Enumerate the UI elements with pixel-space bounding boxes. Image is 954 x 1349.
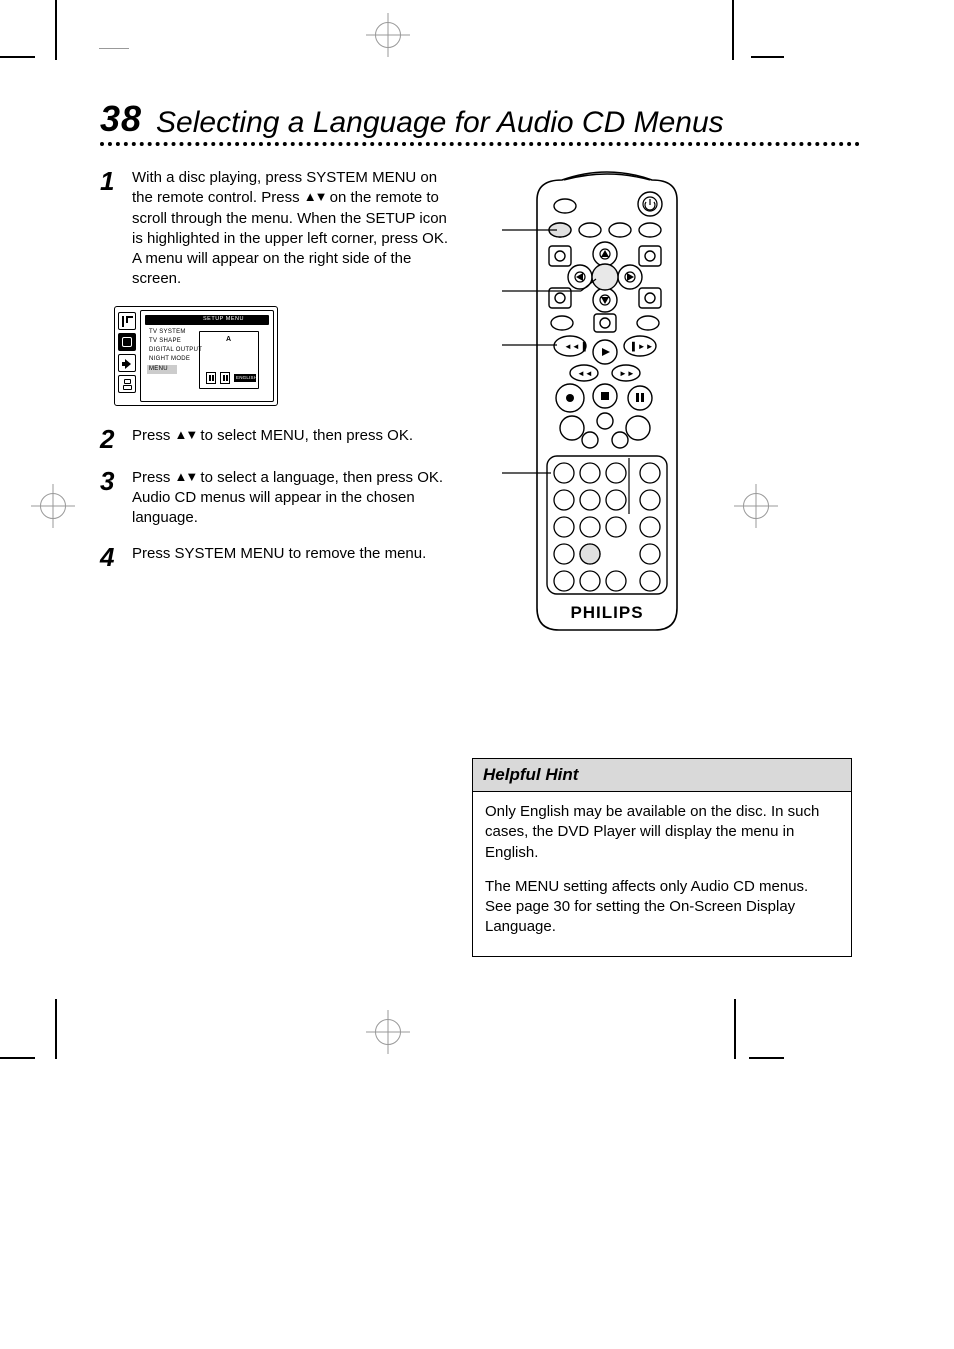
osd-thumb-icon bbox=[220, 372, 230, 384]
osd-screen: SETUP MENU TV SYSTEM TV SHAPE DIGITAL OU… bbox=[140, 310, 274, 402]
page-title: Selecting a Language for Audio CD Menus bbox=[156, 106, 860, 140]
hint-title: Helpful Hint bbox=[473, 759, 851, 792]
registration-mark bbox=[375, 1019, 401, 1045]
osd-thumb-icon bbox=[206, 372, 216, 384]
crop-mark bbox=[99, 48, 129, 49]
registration-mark bbox=[375, 22, 401, 48]
step-body: Press ▲▼ to select MENU, then press OK. bbox=[132, 426, 413, 452]
step-text: Press bbox=[132, 469, 175, 486]
osd-sidebar-icon bbox=[118, 312, 136, 330]
remote-diagram: ◄◄▐ ▌►► ◄◄ ►► bbox=[502, 168, 712, 648]
crop-mark bbox=[734, 999, 736, 1059]
step-number: 4 bbox=[100, 544, 122, 570]
svg-text:►►: ►► bbox=[619, 369, 635, 378]
osd-menu-item: ENGLISH bbox=[236, 375, 257, 380]
crop-mark bbox=[0, 56, 35, 58]
step-number: 1 bbox=[100, 168, 122, 290]
up-down-icon: ▲▼ bbox=[304, 189, 326, 204]
osd-sidebar-icon bbox=[118, 375, 136, 393]
up-down-icon: ▲▼ bbox=[175, 469, 197, 484]
hint-box: Helpful Hint Only English may be availab… bbox=[472, 758, 852, 957]
osd-submenu-box: A ENGLISH bbox=[199, 331, 259, 389]
crop-mark bbox=[749, 1057, 784, 1059]
brand-label: PHILIPS bbox=[570, 603, 643, 622]
hint-paragraph: Only English may be available on the dis… bbox=[485, 802, 839, 863]
page-number: 38 bbox=[100, 98, 142, 140]
step-text: to select MENU, then press OK. bbox=[196, 427, 413, 444]
osd-menu-item: TV SYSTEM bbox=[149, 329, 186, 335]
osd-submenu-letter: A bbox=[226, 336, 231, 343]
step-body: Press ▲▼ to select a language, then pres… bbox=[132, 468, 450, 529]
osd-sidebar-icon-active bbox=[118, 333, 136, 351]
up-down-icon: ▲▼ bbox=[175, 427, 197, 442]
registration-mark bbox=[40, 493, 66, 519]
osd-sidebar-icon bbox=[118, 354, 136, 372]
remote-svg: ◄◄▐ ▌►► ◄◄ ►► bbox=[502, 168, 712, 648]
step-1: 1 With a disc playing, press SYSTEM MENU… bbox=[100, 168, 450, 290]
step-body: Press SYSTEM MENU to remove the menu. bbox=[132, 544, 426, 570]
left-column: 1 With a disc playing, press SYSTEM MENU… bbox=[100, 168, 450, 586]
step-body: With a disc playing, press SYSTEM MENU o… bbox=[132, 168, 450, 290]
two-column-layout: 1 With a disc playing, press SYSTEM MENU… bbox=[100, 168, 860, 586]
step-3: 3 Press ▲▼ to select a language, then pr… bbox=[100, 468, 450, 529]
crop-mark bbox=[55, 999, 57, 1059]
crop-mark bbox=[751, 56, 784, 58]
crop-mark bbox=[732, 0, 734, 60]
osd-menu-item: DIGITAL OUTPUT bbox=[149, 347, 202, 353]
step-4: 4 Press SYSTEM MENU to remove the menu. bbox=[100, 544, 450, 570]
svg-text:◄◄▐: ◄◄▐ bbox=[564, 341, 586, 352]
osd-menu-item: MENU bbox=[149, 366, 168, 372]
step-text: Press SYSTEM MENU to remove the menu. bbox=[132, 545, 426, 562]
right-column: ◄◄▐ ▌►► ◄◄ ►► bbox=[472, 168, 860, 586]
page-content: 38 Selecting a Language for Audio CD Men… bbox=[100, 98, 860, 586]
step-text: Press bbox=[132, 427, 175, 444]
svg-text:◄◄: ◄◄ bbox=[577, 369, 593, 378]
osd-menu-item: TV SHAPE bbox=[149, 338, 181, 344]
crop-mark bbox=[0, 1057, 35, 1059]
step-number: 2 bbox=[100, 426, 122, 452]
crop-mark bbox=[55, 0, 57, 60]
hint-paragraph: The MENU setting affects only Audio CD m… bbox=[485, 877, 839, 938]
hint-body: Only English may be available on the dis… bbox=[473, 792, 851, 956]
header-separator bbox=[100, 142, 860, 146]
osd-menu-item: NIGHT MODE bbox=[149, 356, 190, 362]
osd-diagram: SETUP MENU TV SYSTEM TV SHAPE DIGITAL OU… bbox=[114, 306, 278, 406]
page-header: 38 Selecting a Language for Audio CD Men… bbox=[100, 98, 860, 140]
svg-text:▌►►: ▌►► bbox=[632, 341, 654, 352]
step-number: 3 bbox=[100, 468, 122, 529]
page-root: 38 Selecting a Language for Audio CD Men… bbox=[0, 0, 954, 1349]
osd-title-text: SETUP MENU bbox=[203, 316, 244, 322]
step-2: 2 Press ▲▼ to select MENU, then press OK… bbox=[100, 426, 450, 452]
